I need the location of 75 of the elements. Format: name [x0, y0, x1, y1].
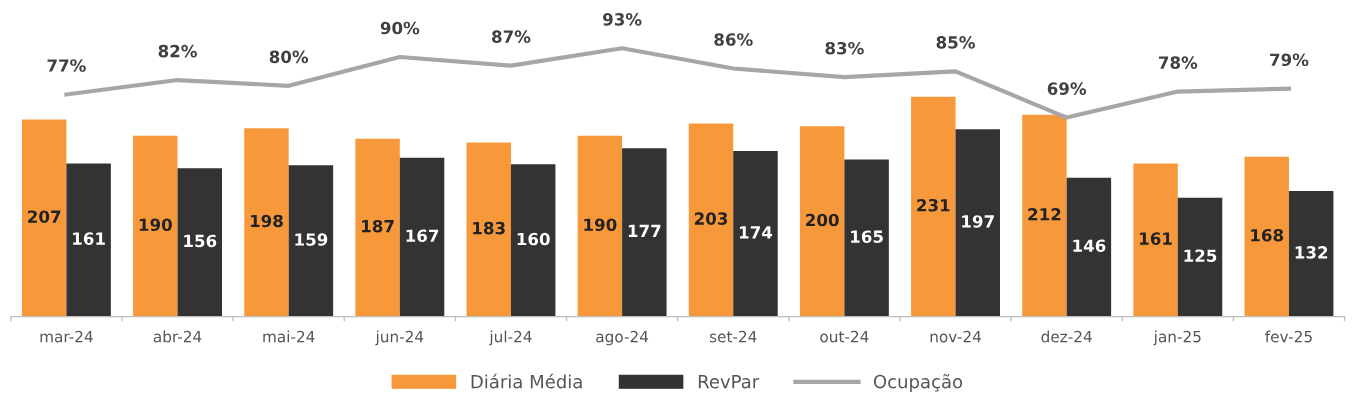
- bar: [1177, 197, 1223, 317]
- bar: [510, 164, 556, 317]
- bar: [688, 123, 734, 317]
- data-label: 132: [1295, 246, 1328, 259]
- bar: [133, 135, 178, 317]
- bar: [1244, 156, 1289, 317]
- data-label: 203: [694, 212, 728, 225]
- x-tick-label: jan-25: [1153, 330, 1201, 346]
- data-label: 159: [295, 233, 328, 246]
- data-label: 83%: [825, 41, 864, 55]
- bar: [622, 148, 667, 317]
- data-label: 125: [1184, 249, 1217, 263]
- x-tick-label: jun-24: [375, 330, 424, 346]
- data-label: 177: [628, 224, 661, 238]
- x-tick-label: dez-24: [1041, 330, 1092, 343]
- bar: [288, 165, 334, 317]
- data-label: 167: [406, 229, 439, 243]
- data-label: 200: [806, 213, 839, 227]
- data-label: 82%: [158, 44, 197, 58]
- data-label: 87%: [492, 30, 531, 43]
- data-label: 160: [517, 232, 550, 246]
- data-label: 79%: [1270, 53, 1309, 67]
- x-tick-label: fev-25: [1265, 330, 1312, 343]
- data-label: 187: [362, 219, 394, 233]
- data-label: 198: [250, 214, 283, 228]
- legend-label: Diária Média: [471, 373, 582, 389]
- data-label: 85%: [936, 36, 975, 49]
- bar: [399, 157, 445, 317]
- x-tick-label: ago-24: [596, 330, 649, 346]
- data-label: 197: [962, 215, 994, 228]
- bar: [1288, 191, 1334, 317]
- data-label: 93%: [603, 13, 642, 26]
- data-label: 212: [1028, 208, 1061, 221]
- x-tick-label: jul-24: [489, 330, 532, 346]
- data-label: 190: [139, 218, 172, 232]
- bar: [66, 163, 111, 317]
- bar: [733, 151, 778, 317]
- data-label: 168: [1251, 228, 1284, 242]
- data-label: 80%: [269, 50, 309, 64]
- x-tick-label: out-24: [820, 330, 869, 343]
- data-label: 69%: [1047, 82, 1087, 95]
- bar: [21, 119, 67, 317]
- bar: [466, 142, 511, 317]
- bar: [911, 96, 956, 317]
- bar: [355, 138, 400, 317]
- bar: [799, 126, 845, 317]
- data-label: 77%: [47, 59, 86, 72]
- data-label: 207: [28, 210, 61, 223]
- x-tick-label: nov-24: [930, 330, 981, 343]
- bar: [177, 168, 222, 317]
- data-label: 165: [851, 230, 883, 243]
- data-label: 90%: [380, 21, 420, 35]
- legend-label: Ocupação: [873, 374, 963, 392]
- x-tick-label: set-24: [709, 330, 757, 343]
- x-tick-label: abr-24: [153, 330, 202, 343]
- bar: [244, 128, 289, 317]
- data-label: 156: [184, 234, 217, 248]
- bar: [844, 159, 889, 317]
- data-label: 174: [739, 226, 773, 239]
- data-label: 190: [584, 218, 617, 232]
- data-label: 86%: [714, 33, 753, 46]
- bar: [1022, 114, 1067, 317]
- data-label: 231: [917, 198, 950, 212]
- bar: [1066, 177, 1112, 317]
- data-label: 183: [473, 221, 505, 235]
- x-tick-label: mar-24: [40, 330, 93, 343]
- bar: [955, 129, 1000, 317]
- bar: [1133, 163, 1178, 317]
- x-tick-label: mai-24: [263, 330, 315, 343]
- bar: [577, 135, 623, 317]
- data-label: 78%: [1158, 56, 1198, 69]
- legend-label: RevPar: [698, 374, 760, 389]
- data-label: 161: [1140, 232, 1172, 245]
- data-label: 161: [73, 232, 105, 245]
- data-label: 146: [1073, 239, 1106, 253]
